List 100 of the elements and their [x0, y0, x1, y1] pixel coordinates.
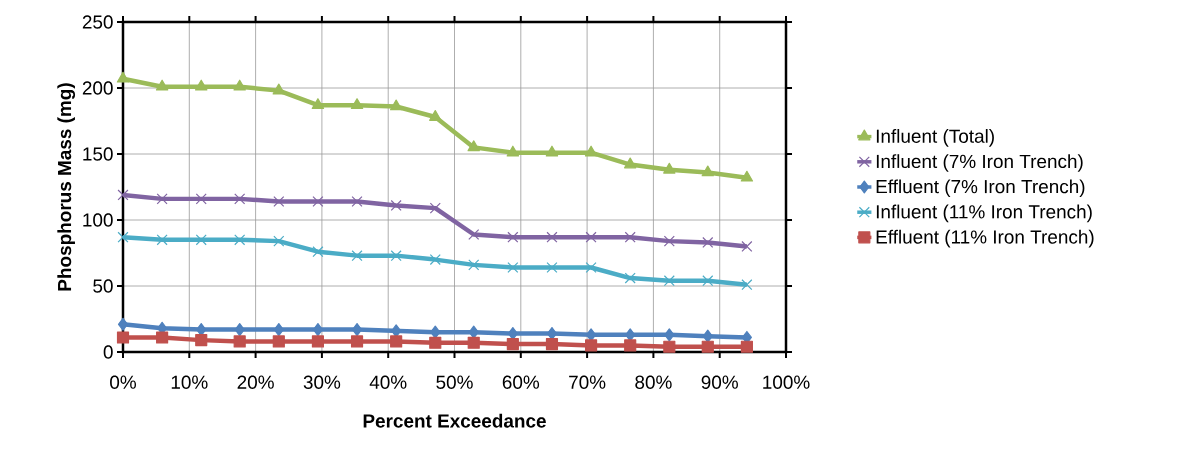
- x-tick-label: 40%: [369, 375, 407, 389]
- x-tick-label: 70%: [569, 375, 606, 389]
- point: [429, 109, 442, 121]
- x-tick-label: 60%: [502, 375, 540, 389]
- point: [273, 322, 284, 337]
- point: [312, 246, 324, 258]
- point: [467, 140, 480, 152]
- point: [272, 83, 286, 95]
- point: [663, 235, 675, 247]
- point: [429, 336, 442, 349]
- point: [312, 322, 324, 337]
- point: [155, 79, 169, 91]
- point: [740, 170, 754, 182]
- point: [350, 335, 364, 348]
- point: [117, 189, 129, 201]
- point: [702, 236, 714, 248]
- point: [195, 193, 207, 205]
- point: [664, 328, 675, 342]
- point: [741, 240, 753, 252]
- point: [156, 331, 169, 344]
- point: [701, 165, 714, 177]
- point: [234, 193, 246, 205]
- point: [116, 71, 130, 83]
- point: [468, 325, 479, 339]
- point: [507, 231, 519, 243]
- point: [546, 231, 558, 243]
- legend-label: Influent (11% Iron Trench): [876, 204, 1092, 223]
- point: [351, 195, 363, 208]
- point: [740, 340, 753, 353]
- point: [350, 98, 364, 109]
- point: [585, 339, 598, 352]
- legend-label: Influent (Total): [876, 129, 994, 147]
- point: [233, 335, 246, 348]
- point: [273, 195, 285, 208]
- x-tick-label: 100%: [763, 375, 810, 389]
- point: [624, 231, 636, 243]
- point: [585, 261, 597, 274]
- point: [351, 322, 363, 337]
- point: [390, 199, 402, 212]
- point: [506, 338, 519, 351]
- point: [312, 195, 324, 208]
- legend-label: Effluent (7% Iron Trench): [876, 179, 1085, 198]
- point: [663, 340, 676, 353]
- point: [429, 202, 441, 214]
- point: [584, 145, 598, 157]
- point: [311, 335, 324, 348]
- point: [468, 228, 480, 241]
- point: [545, 145, 559, 157]
- x-tick-label: 50%: [436, 375, 473, 389]
- x-tick-label: 80%: [635, 375, 672, 389]
- point: [741, 279, 753, 291]
- point: [234, 322, 245, 337]
- point: [467, 336, 480, 349]
- y-axis-title: Phosphorus Mass (mg): [57, 83, 76, 291]
- point: [273, 235, 285, 247]
- point: [624, 339, 637, 352]
- point: [195, 234, 207, 246]
- point: [702, 275, 714, 287]
- y-tick-label: 150: [83, 147, 113, 161]
- y-tick-label: 200: [82, 81, 113, 95]
- point: [623, 157, 637, 169]
- point: [233, 79, 246, 91]
- point: [586, 328, 597, 342]
- legend-label: Influent (7% Iron Trench): [876, 154, 1083, 172]
- point: [117, 317, 129, 331]
- y-tick-label: 50: [93, 279, 113, 293]
- y-tick-label: 250: [82, 15, 113, 29]
- point: [390, 335, 403, 348]
- point: [701, 340, 714, 353]
- x-axis-title: Percent Exceedance: [363, 413, 546, 428]
- point: [468, 259, 480, 271]
- point: [702, 329, 713, 343]
- point: [195, 79, 208, 91]
- x-tick-label: 0%: [110, 375, 136, 389]
- point: [195, 334, 208, 347]
- point: [156, 234, 168, 246]
- point: [429, 254, 441, 266]
- point: [234, 234, 246, 246]
- point: [625, 328, 636, 342]
- x-tick-label: 10%: [171, 375, 208, 389]
- point: [116, 331, 130, 344]
- x-tick-label: 30%: [303, 375, 341, 389]
- point: [390, 250, 402, 262]
- point: [663, 275, 675, 287]
- point: [624, 272, 636, 284]
- y-tick-label: 0: [103, 345, 113, 359]
- point: [391, 324, 402, 338]
- point: [351, 250, 363, 262]
- point: [272, 335, 285, 348]
- point: [156, 193, 168, 205]
- point: [546, 261, 558, 274]
- point: [507, 261, 519, 274]
- point: [430, 325, 441, 339]
- point: [389, 99, 403, 111]
- point: [663, 162, 676, 174]
- point: [585, 231, 597, 243]
- point: [117, 231, 129, 243]
- x-tick-label: 90%: [701, 375, 738, 389]
- point: [545, 338, 559, 351]
- legend-label: Effluent (11% Iron Trench): [876, 229, 1094, 248]
